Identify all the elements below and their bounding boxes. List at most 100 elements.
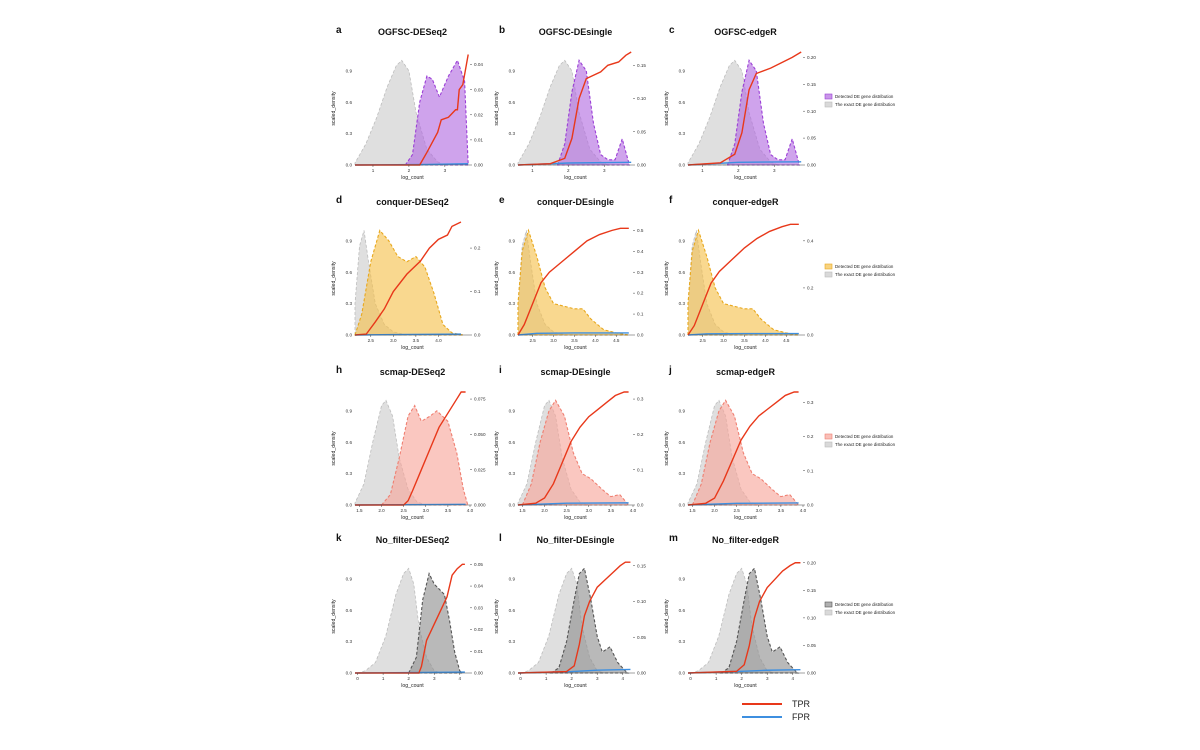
legend-exact-swatch (824, 609, 833, 616)
panel-title: No_filter-edgeR (712, 535, 780, 545)
fpr-line (517, 332, 629, 336)
y-left-tick-label: 0.3 (509, 301, 516, 306)
legend-exact-label: The exact DE gene distribution (835, 102, 896, 107)
y-left-tick-label: 0.9 (346, 576, 353, 581)
y-left-tick-label: 0.9 (509, 238, 516, 243)
y-left-tick-label: 0.3 (509, 471, 516, 476)
x-tick-label: 4.0 (592, 338, 599, 343)
panel-letter: d (336, 195, 342, 206)
y-left-tick-label: 0.3 (346, 301, 353, 306)
legend-exact-swatch (824, 271, 833, 278)
y-left-tick-label: 0.9 (679, 576, 686, 581)
y-right-tick-label: 0.075 (474, 397, 486, 402)
x-tick-label: 2 (570, 676, 573, 681)
x-tick-label: 2.5 (733, 508, 740, 513)
x-axis-label: log_count (401, 683, 424, 689)
x-axis-label: log_count (564, 683, 587, 689)
fpr-line (517, 502, 629, 506)
y-right-tick-label: 0.1 (474, 289, 481, 294)
y-left-tick-label: 0.6 (679, 440, 686, 445)
x-tick-label: 3 (596, 676, 599, 681)
y-right-tick-label: 0.3 (637, 397, 644, 402)
fpr-line (687, 332, 799, 336)
y-right-tick-label: 0.00 (637, 163, 646, 168)
panel-letter: e (499, 195, 505, 206)
x-axis-label: log_count (401, 175, 424, 181)
panel-c: OGFSC-edgeR c 1 2 3 0.0 0.3 0.6 0.9 0.00 0.05 0.10 0… (664, 25, 896, 181)
panel-title: conquer-edgeR (712, 197, 779, 207)
y-right-tick-label: 0.02 (474, 112, 483, 117)
panel-f: conquer-edgeR f 2.5 3.0 3.5 4.0 4.5 0.0 0.3 0.6 0.… (664, 195, 896, 351)
x-tick-label: 1 (715, 676, 718, 681)
panel-legend: Detected DE gene distribution The exact D… (824, 433, 896, 448)
x-tick-label: 4.0 (630, 508, 637, 513)
tpr-line (354, 221, 462, 336)
y-right-tick-label: 0.0 (637, 333, 644, 338)
x-tick-label: 4.5 (613, 338, 620, 343)
x-tick-label: 2.5 (563, 508, 570, 513)
x-tick-label: 3.0 (720, 338, 727, 343)
detected-distribution-area (691, 399, 800, 506)
tpr-line (517, 561, 631, 674)
fpr-legend-label: FPR (792, 712, 811, 722)
y-right-tick-label: 0.1 (637, 312, 644, 317)
x-tick-label: 4 (791, 676, 794, 681)
legend-detected-label: Detected DE gene distribution (835, 264, 894, 269)
legend-detected-swatch (824, 93, 833, 100)
tpr-line (687, 223, 799, 336)
y-right-tick-label: 0.00 (637, 671, 646, 676)
x-tick-label: 4.0 (467, 508, 474, 513)
detected-distribution-area (517, 228, 629, 336)
panel-letter: l (499, 533, 502, 544)
panel-title: scmap-DEsingle (540, 367, 610, 377)
tpr-line (355, 391, 466, 506)
y-left-tick-label: 0.0 (346, 503, 353, 508)
y-axis-label: scaled_density (331, 599, 337, 634)
y-right-tick-label: 0.01 (474, 137, 483, 142)
y-right-tick-label: 0.20 (807, 55, 816, 60)
y-right-tick-label: 0.0 (637, 503, 644, 508)
x-tick-label: 1 (382, 676, 385, 681)
y-left-tick-label: 0.9 (509, 408, 516, 413)
x-tick-label: 3.5 (608, 508, 615, 513)
y-right-tick-label: 0.10 (637, 599, 646, 604)
y-right-tick-label: 0.1 (637, 467, 644, 472)
y-right-tick-label: 0.0 (807, 333, 814, 338)
y-right-tick-label: 0.05 (637, 129, 646, 134)
y-right-tick-label: 0.03 (474, 605, 483, 610)
x-tick-label: 3.0 (390, 338, 397, 343)
y-right-tick-label: 0.2 (637, 432, 644, 437)
y-left-tick-label: 0.9 (346, 408, 353, 413)
y-right-tick-label: 0.050 (474, 432, 486, 437)
panel-legend: Detected DE gene distribution The exact D… (824, 263, 896, 278)
y-axis-label: scaled_density (494, 91, 500, 126)
y-left-tick-label: 0.3 (679, 639, 686, 644)
y-left-tick-label: 0.3 (346, 471, 353, 476)
panel-b: OGFSC-DEsingle b 1 2 3 0.0 0.3 0.6 0.9 0.00 0.05 0.… (494, 25, 646, 181)
panel-letter: j (668, 365, 672, 376)
x-tick-label: 2.0 (711, 508, 718, 513)
y-left-tick-label: 0.6 (679, 270, 686, 275)
tpr-line (687, 391, 799, 506)
y-axis-label: scaled_density (664, 91, 670, 126)
x-axis-label: log_count (401, 515, 424, 521)
legend-exact-label: The exact DE gene distribution (835, 610, 896, 615)
x-tick-label: 3 (444, 168, 447, 173)
x-tick-label: 3 (603, 168, 606, 173)
x-tick-label: 1 (531, 168, 534, 173)
x-tick-label: 2.0 (378, 508, 385, 513)
detected-distribution-area (354, 229, 464, 336)
y-left-tick-label: 0.3 (346, 131, 353, 136)
y-axis-label: scaled_density (664, 431, 670, 466)
y-right-tick-label: 0.15 (807, 82, 816, 87)
panel-legend: Detected DE gene distribution The exact D… (824, 93, 896, 108)
y-right-tick-label: 0.15 (807, 588, 816, 593)
detected-distribution-area (719, 567, 800, 674)
y-right-tick-label: 0.0 (807, 503, 814, 508)
tpr-line (355, 54, 469, 166)
y-left-tick-label: 0.0 (346, 671, 353, 676)
y-right-tick-label: 0.00 (474, 671, 483, 676)
y-left-tick-label: 0.0 (509, 671, 516, 676)
